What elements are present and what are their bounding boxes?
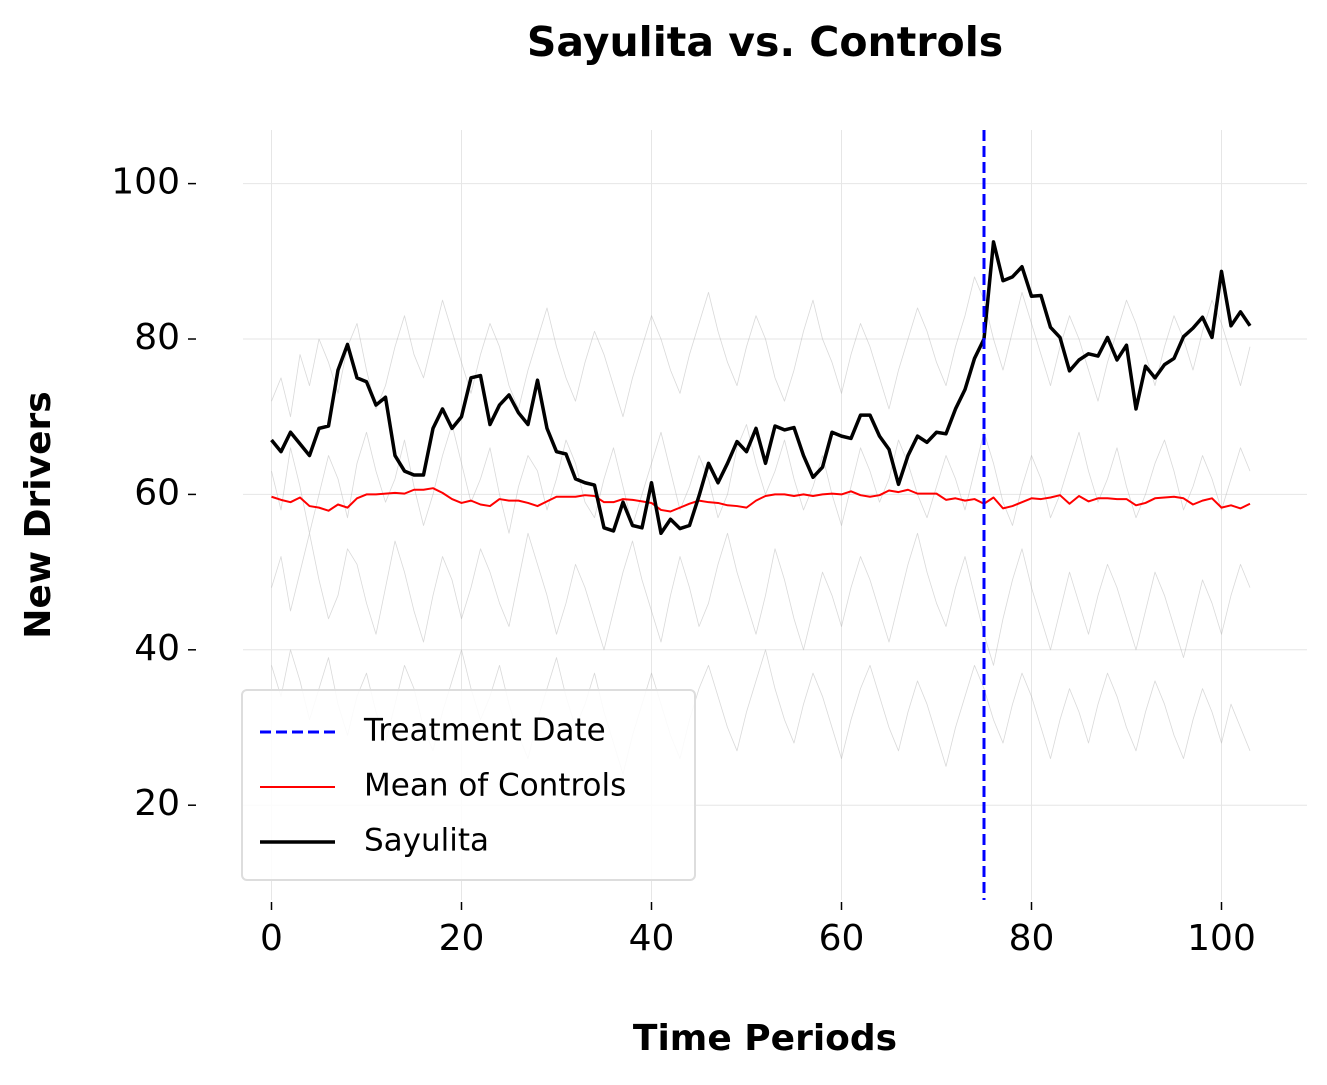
x-tick-label: 100: [1187, 918, 1256, 959]
y-axis-label: New Drivers: [18, 391, 59, 638]
x-tick-label: 80: [1009, 918, 1055, 959]
x-tick-label: 0: [260, 918, 283, 959]
y-tick-label: 60: [134, 472, 180, 513]
legend-label: Mean of Controls: [364, 768, 626, 804]
x-tick-label: 20: [439, 918, 485, 959]
x-tick-label: 40: [629, 918, 675, 959]
series-line: [271, 487, 1251, 513]
x-axis-label: Time Periods: [633, 1018, 897, 1059]
control-line: [271, 532, 1251, 666]
series-line: [270, 240, 1252, 536]
legend-label: Treatment Date: [363, 713, 606, 749]
control-line: [271, 276, 1251, 418]
y-tick-label: 40: [134, 628, 180, 669]
x-tick-label: 60: [819, 918, 865, 959]
chart-title: Sayulita vs. Controls: [527, 18, 1003, 66]
y-tick-label: 80: [134, 317, 180, 358]
y-tick-label: 20: [134, 783, 180, 824]
y-tick-label: 100: [111, 162, 180, 203]
legend-label: Sayulita: [364, 823, 489, 859]
legend-box: [241, 689, 696, 881]
